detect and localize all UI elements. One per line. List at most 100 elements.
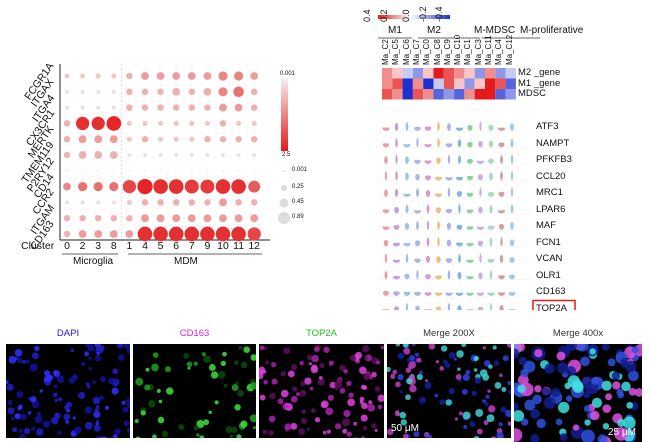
cell-blob: [284, 423, 292, 431]
heatmap-cell: [443, 68, 455, 79]
dot-FCGR1A-6: [172, 72, 181, 80]
heatmap-cell: [443, 78, 455, 89]
cell-blob: [229, 434, 234, 438]
dot-CD14-11: [231, 179, 246, 194]
size-legend-label: 0.89: [292, 214, 304, 220]
cell-blob: [557, 362, 569, 374]
violin-PFKFB3-2: [405, 156, 409, 164]
dot-P2RY12-2: [81, 169, 84, 172]
cell-blob: [364, 356, 369, 360]
heatmap-cell: [464, 68, 475, 79]
cell-blob: [352, 436, 359, 438]
heatmap-cell: [402, 68, 413, 79]
dot-ITGA4-8: [111, 105, 116, 110]
size-legend-dot: [278, 212, 290, 224]
violin-gene-label: PFKFB3: [536, 154, 572, 165]
dot-MERTK-0: [63, 135, 71, 143]
cell-blob: [156, 388, 161, 394]
cell-blob: [403, 347, 411, 355]
dot-ITGAM-3: [94, 214, 102, 222]
violin-VCAN-6: [445, 258, 453, 263]
dot-CCR2-11: [235, 199, 242, 206]
cluster-tick: 7: [188, 240, 195, 252]
cell-blob: [99, 376, 106, 383]
scale-tick: 0.2: [379, 9, 389, 22]
cell-blob: [234, 360, 239, 365]
cell-blob: [439, 366, 445, 371]
cell-blob: [166, 387, 174, 395]
violin-ATF3-3: [414, 126, 421, 131]
scale-tick: -0.4: [434, 6, 444, 22]
column-label: Ma_C10: [453, 34, 463, 65]
cell-blob: [390, 373, 396, 379]
violin-TOP2A-12: [508, 309, 516, 310]
violin-PFKFB3-5: [436, 157, 441, 164]
cell-blob: [78, 391, 86, 399]
violin-CCL20-7: [455, 176, 464, 181]
cell-blob: [301, 409, 307, 414]
dot-CCR2-5: [157, 199, 164, 206]
cell-blob: [16, 357, 23, 364]
cell-blob: [203, 419, 210, 426]
cell-blob: [250, 354, 256, 361]
dot-CCR2-3: [96, 200, 101, 205]
cell-blob: [374, 428, 378, 432]
cell-blob: [308, 362, 312, 366]
dot-CD14-7: [184, 179, 199, 194]
cell-blob: [193, 425, 199, 431]
violin-LPAR6-6: [445, 209, 453, 214]
violin-MRC1-8: [466, 192, 474, 197]
dot-P2RY12-8: [112, 169, 116, 172]
cell-blob: [260, 370, 265, 375]
cell-blob: [222, 351, 227, 357]
cell-blob: [484, 401, 489, 407]
dot-TMEM119-9: [205, 153, 210, 157]
cell-blob: [514, 428, 523, 442]
cluster-tick: 10: [217, 240, 229, 252]
violin-MAF-7: [456, 224, 463, 230]
heatmap-cell: [464, 78, 475, 89]
cell-blob: [520, 368, 529, 378]
violin-ATF3-5: [437, 121, 440, 131]
dot-MERTK-7: [189, 136, 195, 142]
cell-blob: [580, 356, 590, 367]
violin-CCL20-1: [395, 170, 398, 181]
cell-blob: [334, 423, 342, 430]
cell-blob: [306, 354, 313, 361]
dot-FCGR1A-0: [64, 73, 70, 79]
cell-blob: [518, 356, 527, 366]
heatmap-cell: [464, 89, 475, 100]
cell-blob: [309, 386, 314, 391]
dot-ITGAM-6: [172, 214, 181, 223]
cell-blob: [234, 404, 241, 411]
cell-blob: [395, 410, 400, 415]
violin-TOP2A-1: [393, 306, 400, 310]
cluster-tick: 3: [95, 240, 102, 252]
colorbar-min-label: 2.5: [282, 152, 291, 158]
violin-gene-label: CCL20: [536, 170, 566, 182]
violin-VCAN-10: [487, 259, 495, 263]
violin-CD163-9: [476, 292, 485, 296]
scale-tick: 0.4: [362, 9, 372, 22]
cell-blob: [151, 363, 159, 372]
dot-TMEM119-1: [127, 153, 132, 157]
cell-blob: [259, 394, 266, 401]
cell-blob: [157, 416, 165, 424]
cell-blob: [473, 436, 480, 438]
violin-CD163-6: [445, 292, 453, 296]
cluster-tick: 11: [233, 240, 245, 252]
cell-blob: [208, 410, 212, 415]
cell-blob: [231, 384, 239, 392]
violin-FCN1-1: [392, 242, 401, 247]
violin-LPAR6-11: [497, 210, 506, 214]
dot-CCR2-6: [172, 199, 180, 206]
dot-CCR2-8: [111, 200, 116, 205]
cell-blob: [201, 352, 206, 357]
dot-ITGAX-1: [126, 88, 133, 96]
cell-blob: [165, 366, 171, 373]
cell-blob: [196, 433, 200, 437]
violin-CD163-0: [382, 290, 390, 296]
dot-TMEM119-0: [63, 151, 71, 159]
cell-blob: [152, 352, 159, 358]
cell-blob: [93, 410, 101, 418]
